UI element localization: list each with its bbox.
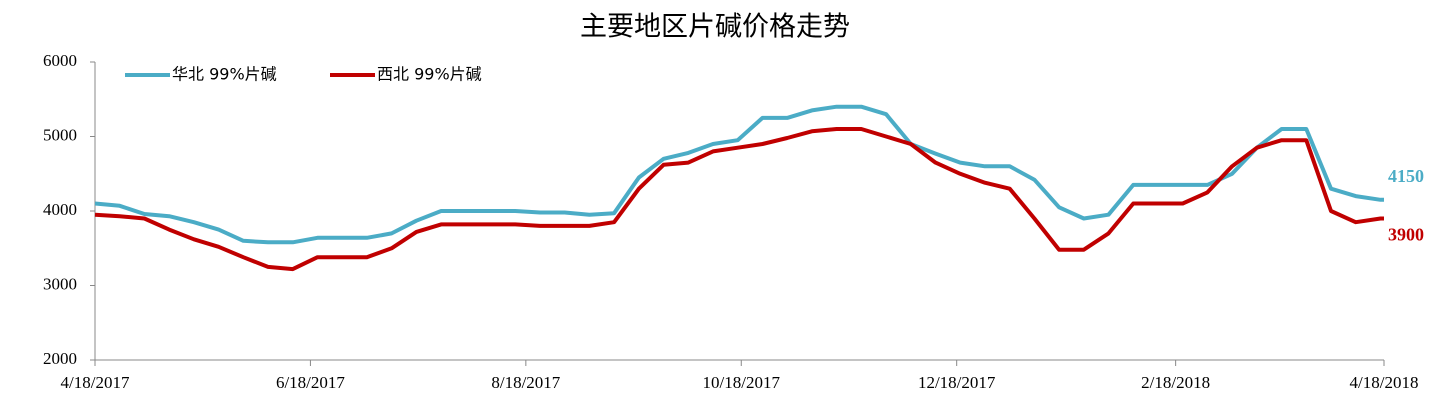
x-tick-label: 8/18/2017 (491, 373, 560, 392)
x-tick-label: 6/18/2017 (276, 373, 345, 392)
y-tick-label: 3000 (43, 274, 77, 293)
chart-title: 主要地区片碱价格走势 (580, 12, 850, 43)
y-tick-label: 6000 (43, 51, 77, 70)
series-line (94, 104, 1384, 245)
x-tick-label: 10/18/2017 (703, 373, 781, 392)
y-tick-label: 2000 (43, 349, 77, 368)
x-tick-label: 4/18/2017 (61, 373, 130, 392)
legend-label: 华北 99%片碱 (172, 65, 277, 84)
end-label: 4150 (1388, 166, 1424, 186)
x-tick-label: 4/18/2018 (1350, 373, 1419, 392)
y-tick-label: 5000 (43, 125, 77, 144)
series-line (94, 127, 1384, 272)
legend-label: 西北 99%片碱 (377, 65, 482, 84)
end-label: 3900 (1388, 225, 1424, 245)
x-tick-label: 2/18/2018 (1141, 373, 1210, 392)
y-tick-label: 4000 (43, 200, 77, 219)
x-tick-label: 12/18/2017 (918, 373, 996, 392)
